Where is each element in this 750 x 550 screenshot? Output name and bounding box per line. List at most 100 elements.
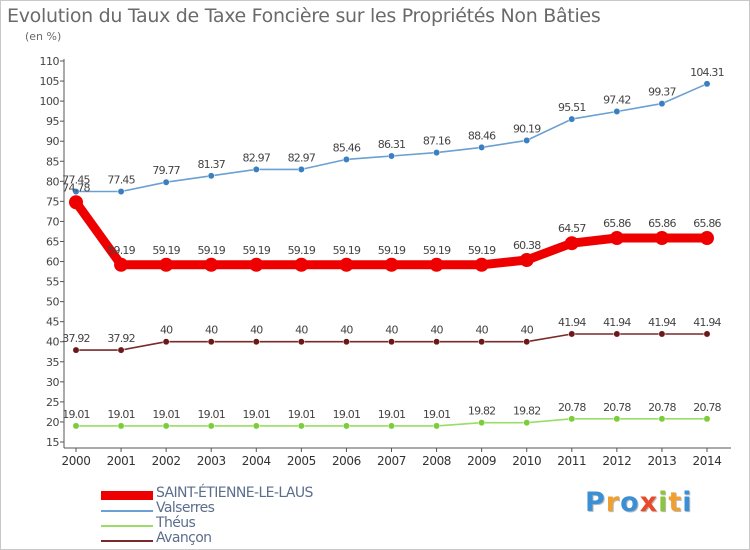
data-point xyxy=(433,422,441,430)
data-point xyxy=(249,257,264,272)
legend-label: Valserres xyxy=(156,500,215,516)
data-label: 40 xyxy=(205,324,218,337)
legend-label: Avançon xyxy=(156,530,212,546)
data-label: 65.86 xyxy=(648,217,676,230)
data-point xyxy=(703,415,711,423)
data-label: 40 xyxy=(250,324,263,337)
data-label: 19.82 xyxy=(513,405,541,418)
data-label: 19.01 xyxy=(288,408,316,421)
y-tick-label: 40 xyxy=(46,336,59,349)
y-tick-label: 85 xyxy=(46,155,59,168)
y-tick-label: 110 xyxy=(40,55,60,68)
x-tick-label: 2014 xyxy=(693,454,722,468)
y-tick-label: 20 xyxy=(46,416,59,429)
data-point xyxy=(568,415,576,423)
data-label: 40 xyxy=(160,324,173,337)
data-point xyxy=(117,188,125,195)
legend-swatch xyxy=(101,491,153,500)
x-tick-label: 2006 xyxy=(332,454,361,468)
data-label: 95.51 xyxy=(558,101,586,114)
data-point xyxy=(342,422,350,430)
x-tick-label: 2003 xyxy=(197,454,226,468)
data-point xyxy=(613,108,621,115)
data-point xyxy=(523,338,531,346)
x-tick-label: 2010 xyxy=(512,454,541,468)
y-tick-label: 25 xyxy=(46,396,59,409)
data-point xyxy=(568,330,576,338)
chart-title: Evolution du Taux de Taxe Foncière sur l… xyxy=(7,5,601,27)
data-label: 41.94 xyxy=(558,316,586,329)
data-point xyxy=(433,338,441,346)
y-tick-label: 15 xyxy=(46,436,59,449)
logo-letter: o xyxy=(620,487,640,518)
data-point xyxy=(162,422,170,430)
logo-letter: i xyxy=(658,487,669,518)
data-point xyxy=(433,149,441,157)
data-label: 90.19 xyxy=(513,122,541,135)
data-point xyxy=(478,419,486,427)
data-point xyxy=(252,422,260,430)
proxiti-logo: Proxiti xyxy=(585,487,693,518)
data-point xyxy=(388,338,395,346)
data-point xyxy=(297,165,305,173)
data-label: 85.46 xyxy=(333,141,361,154)
data-label: 40 xyxy=(385,324,398,337)
data-label: 60.38 xyxy=(513,239,541,252)
data-label: 82.97 xyxy=(243,151,271,164)
data-point xyxy=(613,330,621,338)
y-tick-label: 90 xyxy=(46,135,59,148)
data-label: 59.19 xyxy=(197,244,225,257)
data-label: 19.01 xyxy=(152,408,180,421)
y-tick-label: 95 xyxy=(46,115,59,128)
legend-swatch xyxy=(101,539,153,542)
data-point xyxy=(429,257,444,272)
data-label: 59.19 xyxy=(423,244,451,257)
data-point xyxy=(523,136,531,144)
logo-letter: r xyxy=(605,487,621,518)
data-label: 19.01 xyxy=(378,408,406,421)
x-tick-label: 2011 xyxy=(557,454,586,468)
data-label: 97.42 xyxy=(603,93,631,106)
data-label: 20.78 xyxy=(693,401,721,414)
data-label: 19.01 xyxy=(333,408,361,421)
x-tick-label: 2001 xyxy=(107,454,136,468)
data-point xyxy=(117,346,125,354)
x-tick-label: 2000 xyxy=(62,454,91,468)
x-tick-label: 2005 xyxy=(287,454,316,468)
y-tick-label: 105 xyxy=(40,75,60,88)
data-label: 40 xyxy=(475,324,488,337)
data-point xyxy=(388,152,395,160)
data-label: 41.94 xyxy=(648,316,676,329)
data-label: 74.78 xyxy=(62,181,90,194)
data-label: 59.19 xyxy=(243,244,271,257)
data-label: 19.82 xyxy=(468,405,496,418)
data-label: 19.01 xyxy=(243,408,271,421)
data-point xyxy=(69,195,83,210)
data-point xyxy=(519,253,534,268)
data-point xyxy=(700,231,714,246)
y-tick-label: 70 xyxy=(46,215,59,228)
data-label: 86.31 xyxy=(378,138,406,151)
y-tick-label: 50 xyxy=(46,296,59,309)
data-point xyxy=(159,257,174,272)
data-point xyxy=(384,257,399,272)
data-point xyxy=(388,422,395,430)
y-tick-label: 75 xyxy=(46,195,59,208)
x-tick-label: 2012 xyxy=(602,454,631,468)
data-label: 40 xyxy=(430,324,443,337)
data-point xyxy=(252,165,260,173)
data-label: 40 xyxy=(295,324,308,337)
data-label: 19.01 xyxy=(423,408,451,421)
data-point xyxy=(207,422,215,430)
data-label: 20.78 xyxy=(648,401,676,414)
data-label: 19.01 xyxy=(107,408,135,421)
x-tick-label: 2009 xyxy=(467,454,496,468)
data-point xyxy=(72,188,80,195)
y-tick-label: 35 xyxy=(46,356,59,369)
x-tick-label: 2008 xyxy=(422,454,451,468)
data-label: 77.45 xyxy=(107,174,135,187)
data-point xyxy=(703,80,711,88)
data-point xyxy=(294,257,309,272)
y-tick-label: 45 xyxy=(46,316,59,329)
